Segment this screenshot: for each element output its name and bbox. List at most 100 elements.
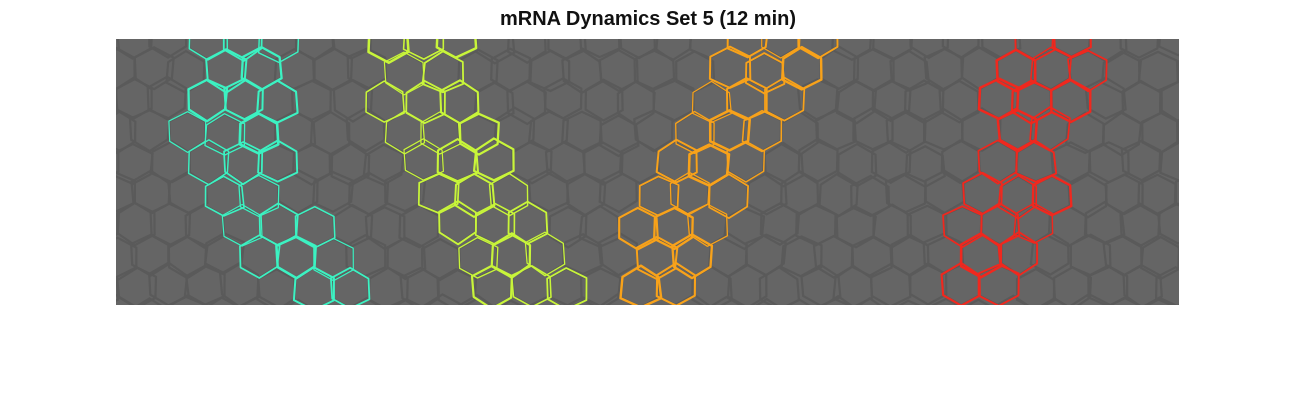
background-cell xyxy=(1119,39,1159,59)
background-cell xyxy=(884,172,927,214)
background-cell xyxy=(436,268,478,305)
background-cell xyxy=(745,171,788,216)
highlighted-cell xyxy=(996,108,1039,152)
background-cell xyxy=(1104,173,1144,216)
background-cell xyxy=(906,204,948,247)
highlighted-cell xyxy=(383,51,425,96)
highlighted-cell xyxy=(238,174,280,218)
background-cell xyxy=(1137,173,1177,217)
background-cell xyxy=(1087,39,1128,64)
highlighted-cell xyxy=(546,267,588,305)
background-cell xyxy=(506,80,547,126)
background-cell xyxy=(584,78,624,122)
background-cell xyxy=(1154,266,1179,305)
highlighted-cell xyxy=(257,139,299,183)
highlighted-cell xyxy=(458,236,499,279)
highlighted-cell xyxy=(691,80,732,124)
highlighted-cell xyxy=(797,39,839,60)
background-cell xyxy=(146,75,187,121)
background-cell xyxy=(330,142,371,187)
background-cell xyxy=(1108,296,1141,305)
highlighted-cell xyxy=(1051,39,1092,58)
highlighted-cell xyxy=(420,111,461,155)
background-cell xyxy=(633,109,674,153)
highlighted-cell xyxy=(959,232,1003,279)
background-cell xyxy=(148,39,188,59)
highlighted-cell xyxy=(204,175,245,217)
background-cell xyxy=(688,39,730,60)
background-cell xyxy=(579,39,621,59)
highlighted-cell xyxy=(653,206,694,251)
background-cell xyxy=(362,143,405,186)
highlighted-cell xyxy=(458,112,500,156)
highlighted-cell xyxy=(367,39,410,64)
tissue-image-panel xyxy=(116,39,1179,305)
highlighted-cell xyxy=(764,76,806,122)
background-cell xyxy=(938,79,980,124)
background-cell xyxy=(367,39,410,64)
background-cell xyxy=(116,39,153,60)
background-cell xyxy=(1119,202,1161,248)
highlighted-cell xyxy=(292,266,335,305)
background-cell xyxy=(313,46,354,92)
background-cell xyxy=(909,39,950,60)
highlighted-cell xyxy=(671,233,714,280)
background-cell xyxy=(548,205,588,249)
background-cell xyxy=(1176,59,1179,84)
background-cell xyxy=(1141,111,1179,154)
background-cell xyxy=(835,205,877,249)
background-cell xyxy=(903,79,945,125)
highlighted-cell xyxy=(168,111,207,154)
highlighted-cell xyxy=(1049,78,1092,124)
background-cell xyxy=(994,294,1030,305)
highlighted-cell xyxy=(995,48,1037,93)
background-cell xyxy=(837,142,878,188)
cell-tessellation-image xyxy=(116,39,1179,305)
background-cell xyxy=(184,204,225,249)
background-cell xyxy=(885,109,927,154)
background-cell xyxy=(1051,39,1092,58)
background-cell xyxy=(493,106,536,153)
stripe-cyan xyxy=(168,39,371,305)
highlighted-cell xyxy=(473,137,515,182)
highlighted-cell xyxy=(780,45,823,91)
stripe-red xyxy=(940,39,1108,305)
background-cell xyxy=(1070,292,1110,305)
background-cell xyxy=(870,140,912,184)
background-cell xyxy=(345,106,386,153)
background-cell xyxy=(1157,202,1179,245)
highlighted-cell xyxy=(940,261,981,305)
background-cell xyxy=(116,201,156,247)
highlighted-cell xyxy=(741,109,783,153)
highlighted-cell xyxy=(239,234,281,279)
highlighted-cell xyxy=(635,235,679,281)
background-cell xyxy=(758,266,801,305)
background-cell xyxy=(293,266,335,305)
highlighted-cell xyxy=(187,78,229,123)
highlighted-cell xyxy=(1031,174,1073,217)
background-cell xyxy=(420,237,461,282)
background-cell xyxy=(367,266,409,305)
highlighted-cell xyxy=(188,39,229,61)
background-cell xyxy=(475,39,516,65)
stripe-orange xyxy=(618,39,839,305)
background-cell xyxy=(598,114,640,158)
highlighted-cell xyxy=(205,48,248,94)
background-cell xyxy=(1065,111,1105,155)
background-cell xyxy=(116,142,154,186)
background-cell xyxy=(527,168,570,213)
highlighted-cell xyxy=(330,266,371,305)
highlighted-cell xyxy=(962,171,1003,215)
background-cell xyxy=(579,267,622,305)
highlighted-cell xyxy=(1015,139,1058,183)
background-cell xyxy=(582,141,624,186)
background-cell xyxy=(128,109,171,153)
highlighted-cell xyxy=(421,50,465,94)
background-cell xyxy=(1175,118,1179,144)
background-cell xyxy=(1160,80,1179,123)
background-cell xyxy=(290,79,332,122)
background-cell xyxy=(390,297,421,305)
background-cell xyxy=(529,49,571,93)
background-cell xyxy=(835,79,877,125)
background-cell xyxy=(814,109,857,151)
